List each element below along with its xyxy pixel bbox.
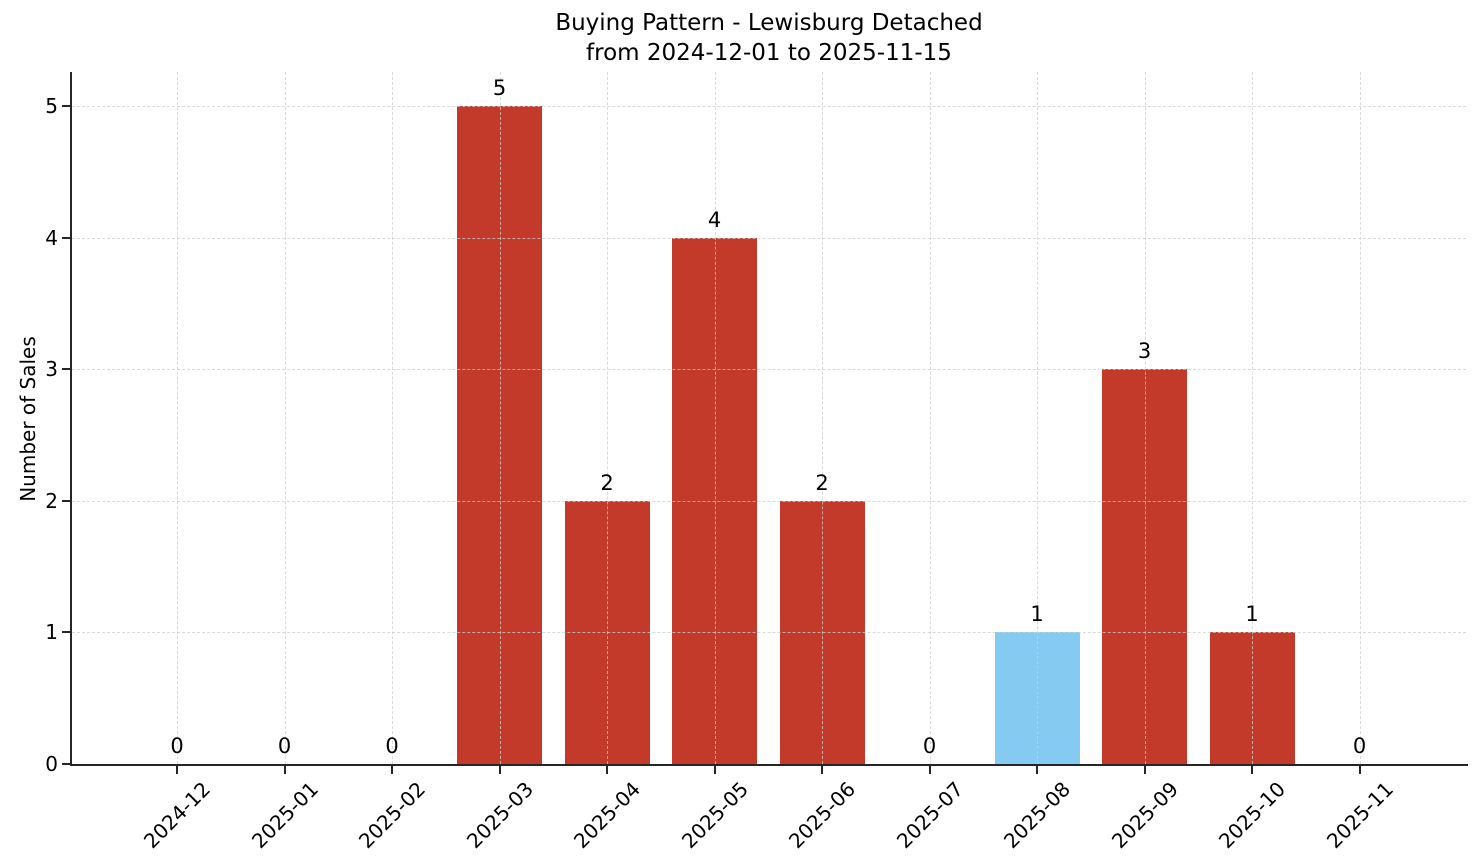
bar-value-label-2025-10: 1 [1245, 602, 1259, 626]
x-tick-label-2025-07: 2025-07 [891, 776, 968, 854]
x-tick-label-2025-09: 2025-09 [1106, 776, 1183, 854]
x-tick-label-2025-06: 2025-06 [783, 776, 861, 854]
x-tick-label-2025-08: 2025-08 [998, 776, 1076, 854]
y-tick-mark [62, 236, 70, 239]
x-gridline [607, 72, 608, 764]
bar-value-label-2025-08: 1 [1030, 602, 1044, 626]
x-tick-label-2025-02: 2025-02 [353, 776, 431, 854]
bar-value-label-2025-06: 2 [815, 471, 829, 495]
x-tick-mark [928, 766, 931, 774]
x-gridline [177, 72, 178, 764]
chart-title-line1: Buying Pattern - Lewisburg Detached [555, 10, 983, 36]
x-tick-label-2024-12: 2024-12 [138, 776, 216, 854]
x-gridline [1144, 72, 1146, 764]
y-tick-label: 4 [45, 225, 58, 250]
x-tick-label-2025-03: 2025-03 [461, 776, 538, 854]
y-gridline [72, 369, 1466, 371]
x-gridline [499, 72, 501, 764]
y-tick-label: 3 [45, 357, 58, 382]
y-tick-label: 5 [45, 94, 58, 118]
x-tick-mark [821, 766, 823, 774]
y-tick-mark [62, 499, 70, 502]
x-tick-mark [1358, 766, 1361, 774]
chart-title: Buying Pattern - Lewisburg Detached from… [70, 8, 1468, 68]
x-tick-mark [1143, 766, 1146, 774]
bar-value-label-2025-07: 0 [922, 734, 937, 758]
x-gridline [1037, 72, 1038, 764]
x-tick-mark [283, 766, 286, 774]
x-gridline [284, 72, 286, 764]
x-tick-mark [606, 766, 608, 774]
bar-value-label-2024-12: 0 [170, 734, 184, 758]
x-tick-label-2025-10: 2025-10 [1213, 776, 1291, 854]
x-gridline [1359, 72, 1361, 764]
bar-value-label-2025-09: 3 [1137, 339, 1152, 363]
y-gridline [72, 106, 1466, 107]
y-tick-mark [62, 368, 70, 371]
y-tick-label: 2 [45, 488, 58, 513]
chart-title-line2: from 2024-12-01 to 2025-11-15 [586, 40, 952, 66]
y-tick-label: 1 [45, 620, 58, 645]
x-gridline [1252, 72, 1253, 764]
x-gridline [929, 72, 931, 764]
y-gridline [72, 237, 1466, 239]
bar-value-label-2025-03: 5 [492, 76, 507, 100]
x-tick-label-2025-11: 2025-11 [1321, 776, 1398, 854]
x-gridline [714, 72, 716, 764]
x-tick-mark [498, 766, 501, 774]
bar-value-label-2025-02: 0 [385, 734, 399, 758]
x-tick-label-2025-01: 2025-01 [246, 776, 323, 854]
y-tick-mark [62, 631, 70, 634]
y-tick-mark [62, 763, 70, 765]
x-tick-mark [391, 766, 393, 774]
y-tick-label: 0 [45, 752, 58, 776]
bar-value-label-2025-01: 0 [277, 734, 292, 758]
x-gridline [822, 72, 823, 764]
bar-value-label-2025-04: 2 [600, 471, 614, 495]
bar-value-label-2025-05: 4 [707, 208, 722, 232]
x-tick-mark [176, 766, 178, 774]
y-gridline [72, 632, 1466, 634]
y-tick-mark [62, 105, 70, 107]
x-gridline [392, 72, 393, 764]
x-tick-mark [1036, 766, 1038, 774]
y-gridline [72, 500, 1466, 502]
x-tick-label-2025-04: 2025-04 [568, 776, 646, 854]
bar-value-label-2025-11: 0 [1352, 734, 1367, 758]
x-tick-mark [713, 766, 716, 774]
x-tick-label-2025-05: 2025-05 [676, 776, 753, 854]
x-tick-mark [1251, 766, 1253, 774]
